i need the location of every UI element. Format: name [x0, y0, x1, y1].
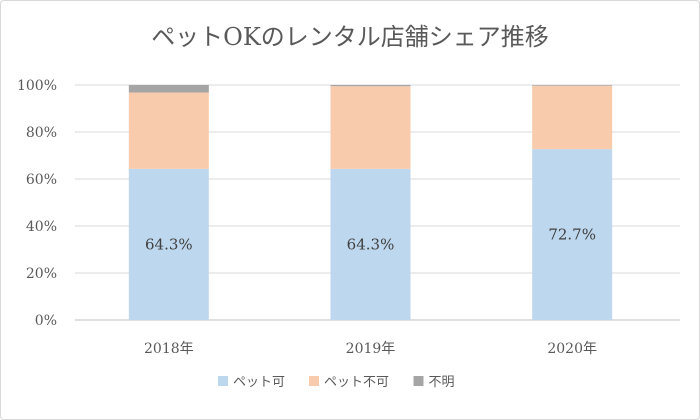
legend-swatch	[218, 376, 228, 386]
legend-label: 不明	[429, 375, 455, 390]
legend-label: ペット可	[233, 375, 285, 390]
legend-swatch	[309, 376, 319, 386]
bar-segment-pet-ng	[532, 85, 613, 150]
bar-segment-pet-ng	[330, 86, 411, 169]
legend-swatch	[413, 376, 424, 386]
chart-title: ペットOKのレンタル店舗シェア推移	[151, 23, 549, 51]
y-axis-tick-labels: 0% 20% 40% 60% 80% 100%	[17, 78, 57, 329]
bar-segment-pet-ok	[532, 149, 613, 320]
bar-segment-pet-ok	[330, 168, 411, 320]
y-tick-label: 20%	[26, 266, 57, 282]
y-tick-label: 60%	[26, 172, 57, 188]
bar-segment-pet-ng	[128, 92, 209, 169]
y-tick-label: 100%	[17, 78, 57, 94]
y-tick-label: 40%	[26, 219, 57, 235]
y-tick-label: 80%	[26, 125, 57, 141]
bar-segment-unknown	[330, 85, 411, 87]
data-label: 72.7%	[548, 226, 596, 244]
legend-label: ペット不可	[324, 375, 389, 390]
bars: 64.3% 64.3% 72.7%	[128, 85, 613, 320]
legend: ペット可 ペット不可 不明	[218, 375, 455, 390]
x-category-label: 2019年	[346, 341, 396, 357]
data-label: 64.3%	[347, 235, 395, 253]
bar-segment-pet-ok	[128, 168, 209, 320]
bar-segment-unknown	[532, 85, 613, 86]
data-label: 64.3%	[145, 235, 193, 253]
x-category-label: 2020年	[547, 341, 597, 357]
y-tick-label: 0%	[35, 313, 57, 329]
x-category-label: 2018年	[144, 341, 194, 357]
x-axis-category-labels: 2018年 2019年 2020年	[144, 341, 597, 357]
bar-segment-unknown	[128, 85, 209, 93]
